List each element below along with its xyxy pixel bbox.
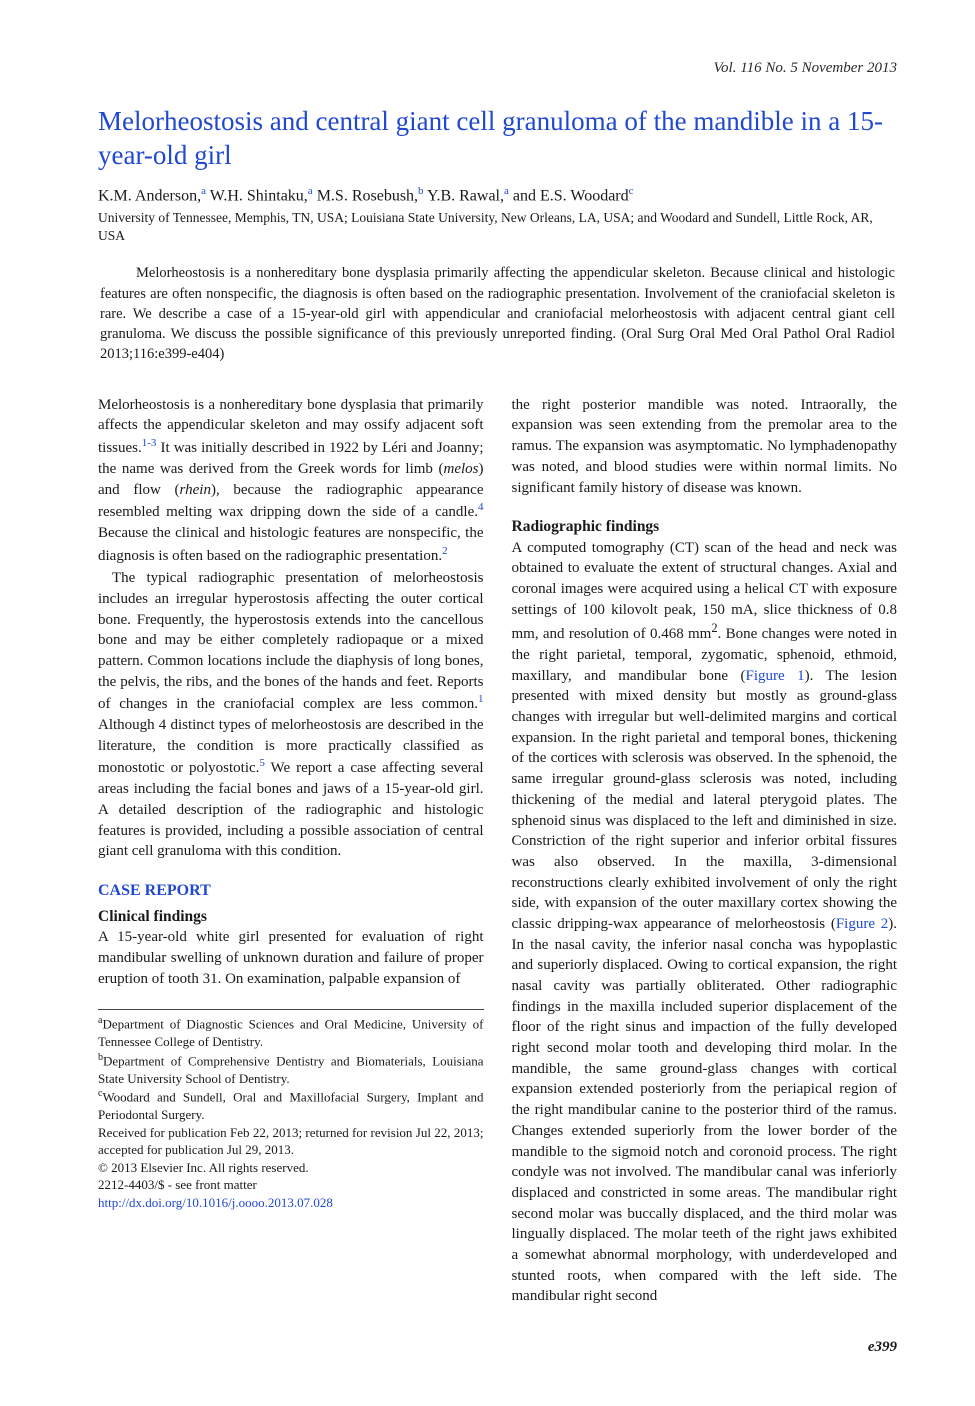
- radiographic-para: A computed tomography (CT) scan of the h…: [512, 538, 898, 1307]
- abstract: Melorheostosis is a nonhereditary bone d…: [98, 263, 897, 364]
- affil-sup-a[interactable]: a: [308, 185, 313, 197]
- radio-text: ). In the nasal cavity, the inferior nas…: [512, 916, 898, 1304]
- ref-link[interactable]: 2: [442, 545, 448, 557]
- right-column: the right posterior mandible was noted. …: [512, 395, 898, 1309]
- affil-sup-a[interactable]: a: [504, 185, 509, 197]
- footnote-received: Received for publication Feb 22, 2013; r…: [98, 1124, 484, 1159]
- subsection-clinical-findings: Clinical findings: [98, 906, 484, 927]
- author-4: Y.B. Rawal,: [427, 187, 504, 204]
- footnote-c: cWoodard and Sundell, Oral and Maxillofa…: [98, 1087, 484, 1123]
- intro-text: The typical radiographic presentation of…: [98, 570, 484, 712]
- author-3: M.S. Rosebush,: [317, 187, 418, 204]
- term-melos: melos: [444, 461, 479, 477]
- figure-1-link[interactable]: Figure 1: [746, 668, 805, 684]
- ref-link[interactable]: 4: [478, 501, 484, 513]
- footnote-b: bDepartment of Comprehensive Dentistry a…: [98, 1051, 484, 1087]
- doi-link[interactable]: http://dx.doi.org/10.1016/j.oooo.2013.07…: [98, 1195, 333, 1210]
- radio-text: ). The lesion presented with mixed densi…: [512, 668, 898, 932]
- footnote-issn: 2212-4403/$ - see front matter: [98, 1176, 484, 1194]
- intro-text: Because the clinical and histologic feat…: [98, 525, 484, 564]
- abstract-text: Melorheostosis is a nonhereditary bone d…: [100, 263, 895, 364]
- footnote-a: aDepartment of Diagnostic Sciences and O…: [98, 1014, 484, 1050]
- subsection-radiographic-findings: Radiographic findings: [512, 516, 898, 537]
- ref-link[interactable]: 1-3: [142, 437, 157, 449]
- article-title: Melorheostosis and central giant cell gr…: [98, 105, 897, 173]
- intro-para-2: The typical radiographic presentation of…: [98, 568, 484, 862]
- section-case-report: CASE REPORT: [98, 880, 484, 902]
- figure-2-link[interactable]: Figure 2: [836, 916, 888, 932]
- author-1: K.M. Anderson,: [98, 187, 201, 204]
- body-columns: Melorheostosis is a nonhereditary bone d…: [98, 395, 897, 1309]
- intro-para-1: Melorheostosis is a nonhereditary bone d…: [98, 395, 484, 567]
- footnotes-block: aDepartment of Diagnostic Sciences and O…: [98, 1009, 484, 1211]
- page-number: e399: [98, 1339, 897, 1356]
- author-2: W.H. Shintaku,: [210, 187, 308, 204]
- ref-link[interactable]: 1: [478, 693, 484, 705]
- affil-sup-b[interactable]: b: [418, 185, 424, 197]
- left-column: Melorheostosis is a nonhereditary bone d…: [98, 395, 484, 1309]
- affiliation-summary: University of Tennessee, Memphis, TN, US…: [98, 209, 897, 245]
- clinical-findings-para: A 15-year-old white girl presented for e…: [98, 927, 484, 989]
- affil-sup-a[interactable]: a: [201, 185, 206, 197]
- intro-text: It was initially described in 1922 by Lé…: [98, 440, 484, 477]
- author-list: K.M. Anderson,a W.H. Shintaku,a M.S. Ros…: [98, 185, 897, 205]
- term-rhein: rhein: [180, 482, 211, 498]
- author-5: and E.S. Woodard: [513, 187, 629, 204]
- affil-sup-c[interactable]: c: [629, 185, 634, 197]
- footnote-copyright: © 2013 Elsevier Inc. All rights reserved…: [98, 1159, 484, 1177]
- clinical-findings-cont: the right posterior mandible was noted. …: [512, 395, 898, 498]
- issue-header: Vol. 116 No. 5 November 2013: [98, 60, 897, 77]
